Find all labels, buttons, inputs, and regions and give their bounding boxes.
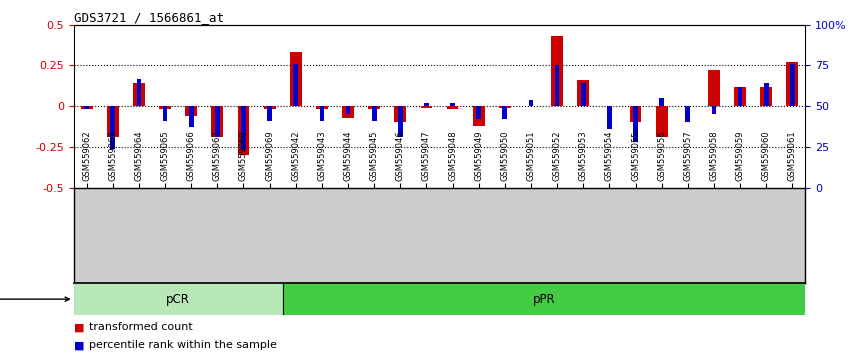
Bar [290, 52, 301, 106]
Bar [268, 106, 272, 121]
Bar [447, 106, 458, 109]
Bar [712, 106, 716, 114]
Bar [84, 106, 89, 109]
Bar [237, 106, 249, 155]
Bar [111, 106, 115, 149]
Bar [790, 64, 795, 106]
Bar [394, 106, 406, 122]
Text: GDS3721 / 1566861_at: GDS3721 / 1566861_at [74, 11, 223, 24]
Bar [528, 100, 533, 106]
Bar [368, 106, 380, 109]
Bar [185, 106, 197, 116]
Text: ■: ■ [74, 322, 84, 332]
Bar [502, 106, 507, 119]
Bar [552, 36, 563, 106]
Bar [189, 106, 194, 127]
Text: percentile rank within the sample: percentile rank within the sample [89, 340, 277, 350]
Bar [241, 106, 246, 150]
Bar [137, 79, 141, 106]
Bar [786, 62, 798, 106]
Bar [320, 106, 324, 121]
Text: ■: ■ [74, 340, 84, 350]
Bar [708, 70, 720, 106]
Bar [81, 106, 93, 109]
Bar [555, 65, 559, 106]
Bar [656, 106, 668, 137]
Bar [107, 106, 119, 137]
Bar [346, 106, 351, 114]
Bar [633, 106, 638, 142]
Bar [734, 87, 746, 106]
Bar [760, 87, 772, 106]
Bar [450, 103, 455, 106]
Bar [578, 80, 589, 106]
Bar [294, 64, 298, 106]
Bar [473, 106, 485, 126]
Bar [215, 106, 220, 137]
Bar [342, 106, 354, 118]
Bar [685, 106, 690, 122]
Bar [421, 106, 432, 108]
Bar [659, 98, 664, 106]
Bar [738, 87, 742, 106]
Bar [581, 84, 585, 106]
Text: pCR: pCR [166, 293, 190, 306]
Text: pPR: pPR [533, 293, 555, 306]
Bar [282, 283, 805, 315]
Bar [211, 106, 223, 137]
Bar [764, 84, 768, 106]
Bar [372, 106, 377, 121]
Bar [264, 106, 275, 109]
Bar [316, 106, 327, 109]
Bar [630, 106, 642, 122]
Text: disease state: disease state [0, 294, 69, 304]
Bar [74, 283, 282, 315]
Bar [607, 106, 611, 129]
Bar [424, 103, 429, 106]
Bar [133, 84, 145, 106]
Bar [476, 106, 481, 119]
Text: transformed count: transformed count [89, 322, 193, 332]
Bar [398, 106, 403, 137]
Bar [163, 106, 167, 121]
Bar [499, 106, 511, 108]
Bar [159, 106, 171, 109]
